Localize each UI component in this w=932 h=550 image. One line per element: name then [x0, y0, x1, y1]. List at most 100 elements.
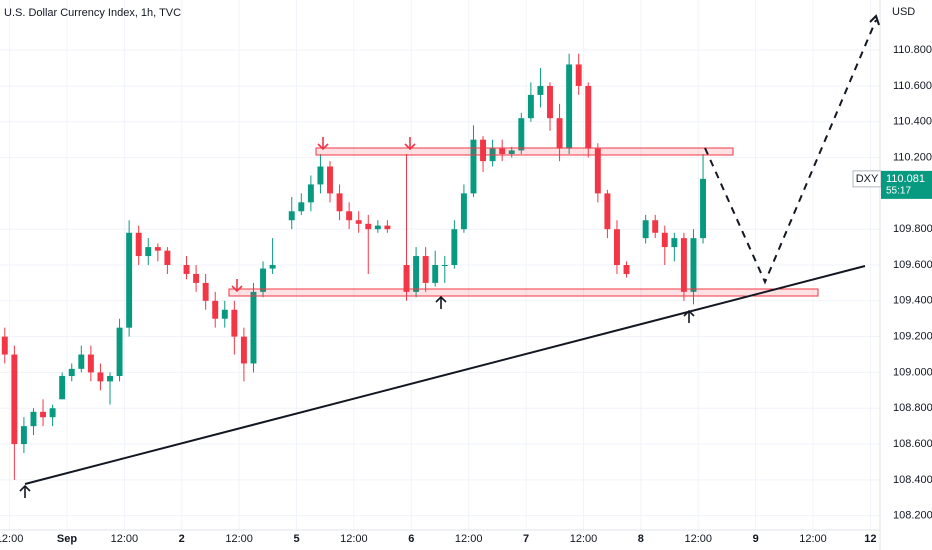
- candle-body: [78, 354, 85, 369]
- resistance-zone: [315, 147, 734, 156]
- candle-body: [202, 282, 209, 301]
- candle-body: [116, 327, 123, 377]
- y-tick-label: 110.600: [893, 80, 932, 92]
- candle-body: [441, 265, 448, 266]
- countdown-label: 55:17: [886, 186, 911, 197]
- candle-body: [327, 166, 333, 194]
- y-tick-label: 108.800: [893, 402, 932, 414]
- candle-body: [661, 232, 668, 248]
- candle-body: [126, 232, 133, 328]
- candle-body: [604, 193, 611, 230]
- candle-body: [680, 238, 687, 292]
- down-arrow: [231, 279, 243, 293]
- symbol-label: DXY: [856, 173, 879, 185]
- candle-body: [260, 268, 267, 292]
- x-tick-label: 8: [638, 533, 644, 545]
- x-tick-label: 7: [523, 533, 529, 545]
- candle-body: [547, 85, 553, 119]
- y-tick-label: 108.400: [893, 474, 932, 486]
- x-tick-label: 12:00: [570, 533, 598, 545]
- candle-body: [365, 223, 372, 230]
- candle-body: [623, 265, 630, 274]
- candle-body: [288, 211, 295, 221]
- candle-body: [518, 118, 525, 151]
- x-tick-label: 2: [179, 533, 185, 545]
- projection-path: [704, 19, 877, 285]
- candle-body: [298, 202, 305, 212]
- candle-body: [11, 354, 18, 445]
- candle-body: [87, 354, 94, 373]
- chart-title: U.S. Dollar Currency Index, 1h, TVC: [4, 7, 181, 19]
- candle-body: [470, 139, 477, 194]
- y-tick-label: 109.800: [893, 223, 932, 235]
- candle-body: [566, 64, 573, 149]
- candle-body: [384, 225, 391, 230]
- sell-arrows: [231, 137, 416, 293]
- candle-body: [671, 238, 678, 248]
- candle-body: [193, 273, 200, 283]
- y-tick-label: 109.400: [893, 295, 932, 307]
- currency-label: USD: [892, 6, 915, 18]
- candle-body: [556, 118, 563, 149]
- candle-body: [432, 265, 439, 283]
- candle-body: [68, 368, 75, 377]
- x-tick-label: 12:00: [111, 533, 139, 545]
- support-zone: [228, 288, 819, 297]
- candle-body: [700, 178, 707, 239]
- candle-body: [20, 426, 27, 445]
- x-tick-label: 12:00: [455, 533, 483, 545]
- candle-body: [460, 193, 467, 230]
- candle-body: [40, 411, 47, 418]
- y-tick-label: 108.600: [893, 438, 932, 450]
- candle-body: [154, 247, 161, 251]
- candle-body: [690, 238, 697, 292]
- x-tick-label: 6: [408, 533, 414, 545]
- candle-body: [508, 150, 515, 154]
- candle-body: [499, 148, 506, 154]
- candle-body: [269, 265, 276, 269]
- candle-body: [355, 220, 362, 224]
- candle-body: [221, 309, 228, 319]
- candle-body: [59, 376, 66, 400]
- candle-body: [403, 265, 410, 292]
- x-tick-label: Sep: [57, 533, 77, 545]
- y-tick-label: 110.200: [893, 151, 932, 163]
- x-tick-label: 12:00: [340, 533, 368, 545]
- candle-body: [374, 225, 381, 230]
- candle-body: [317, 166, 324, 185]
- candle-body: [240, 336, 247, 364]
- candle-body: [145, 247, 152, 257]
- candle-body: [480, 139, 487, 162]
- candle-body: [183, 265, 190, 274]
- candle-body: [97, 372, 104, 382]
- y-tick-label: 109.200: [893, 331, 932, 343]
- up-arrow: [435, 295, 447, 309]
- candle-body: [231, 309, 238, 337]
- x-tick-label: 12: [864, 533, 876, 545]
- candle-body: [585, 85, 592, 149]
- x-tick-label: 12:00: [225, 533, 253, 545]
- y-tick-label: 109.000: [893, 366, 932, 378]
- candle-body: [537, 85, 544, 95]
- candle-body: [307, 184, 314, 203]
- candle-body: [212, 300, 219, 319]
- candle-body: [336, 193, 343, 212]
- x-tick-label: 5: [293, 533, 299, 545]
- y-tick-label: 109.600: [893, 259, 932, 271]
- candle-body: [575, 64, 582, 86]
- candle-body: [30, 411, 37, 427]
- x-tick-label: 12:00: [799, 533, 827, 545]
- last-price-label: 110.081: [886, 173, 925, 185]
- candle-body: [652, 220, 659, 233]
- up-arrow: [19, 484, 31, 498]
- candle-body: [250, 291, 257, 364]
- candle-body: [613, 229, 620, 265]
- candle-body: [594, 148, 601, 194]
- candle-body: [451, 229, 458, 265]
- price-badge: DXY 110.081 55:17: [852, 170, 932, 199]
- candle-body: [413, 256, 420, 292]
- down-arrow: [404, 137, 416, 151]
- trend-line: [24, 265, 866, 485]
- candle-body: [107, 376, 113, 382]
